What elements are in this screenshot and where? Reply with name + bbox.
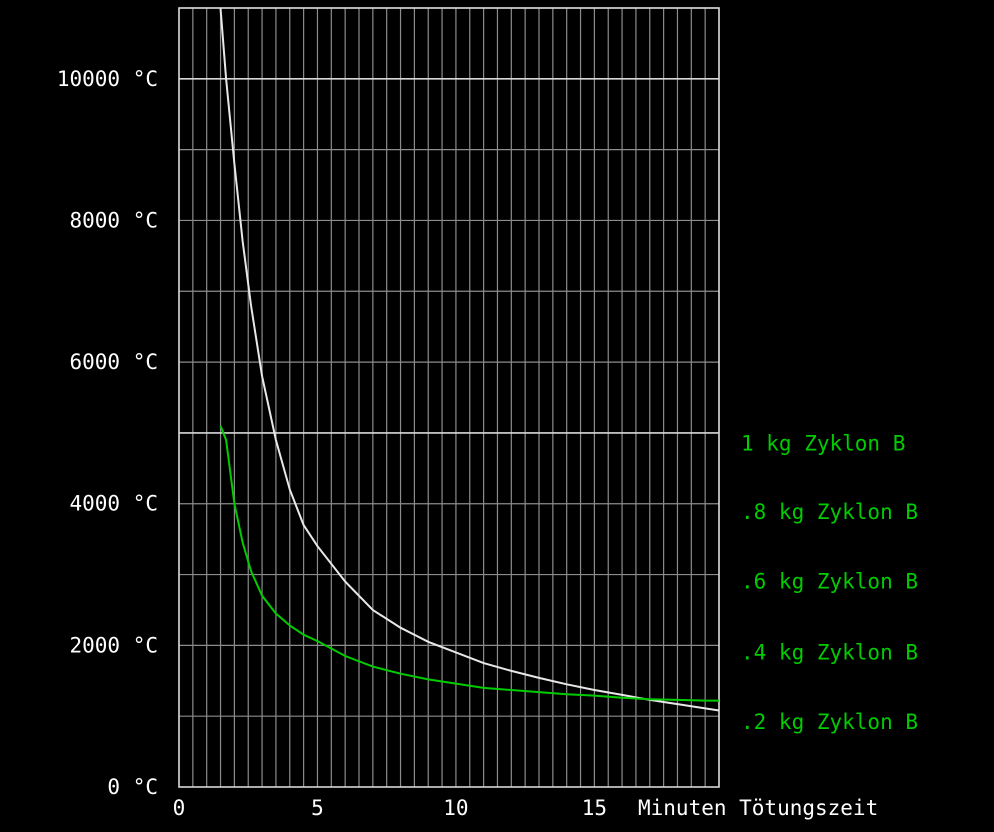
y-axis-tick-labels: 0 °C 2000 °C 4000 °C 6000 °C 8000 °C 10000 °C — [57, 67, 158, 799]
y-tick-label: 4000 °C — [69, 492, 158, 516]
y-tick-label: 0 °C — [107, 775, 158, 799]
legend-label: .8 kg Zyklon B — [741, 500, 918, 524]
grid — [178, 7, 720, 788]
y-tick-label: 2000 °C — [69, 633, 158, 657]
series-group — [219, 8, 719, 712]
series-line-0 — [219, 8, 719, 712]
legend-label: .2 kg Zyklon B — [741, 710, 918, 734]
legend-label: 1 kg Zyklon B — [741, 432, 905, 456]
x-axis-tick-labels: 0 5 10 15 — [173, 796, 607, 820]
y-tick-label: 10000 °C — [57, 67, 158, 91]
x-axis-label: Minuten Tötungszeit — [638, 796, 878, 820]
x-tick-label: 15 — [582, 796, 607, 820]
plot-frame — [178, 7, 720, 788]
x-tick-label: 10 — [443, 796, 468, 820]
x-tick-label: 0 — [173, 796, 186, 820]
series-line-1 — [219, 425, 719, 702]
legend-labels: 1 kg Zyklon B .8 kg Zyklon B .6 kg Zyklon … — [741, 432, 918, 734]
x-tick-label: 5 — [311, 796, 324, 820]
y-tick-label: 6000 °C — [69, 350, 158, 374]
legend-label: .4 kg Zyklon B — [741, 640, 918, 664]
legend-label: .6 kg Zyklon B — [741, 570, 918, 594]
y-tick-label: 8000 °C — [69, 208, 158, 232]
